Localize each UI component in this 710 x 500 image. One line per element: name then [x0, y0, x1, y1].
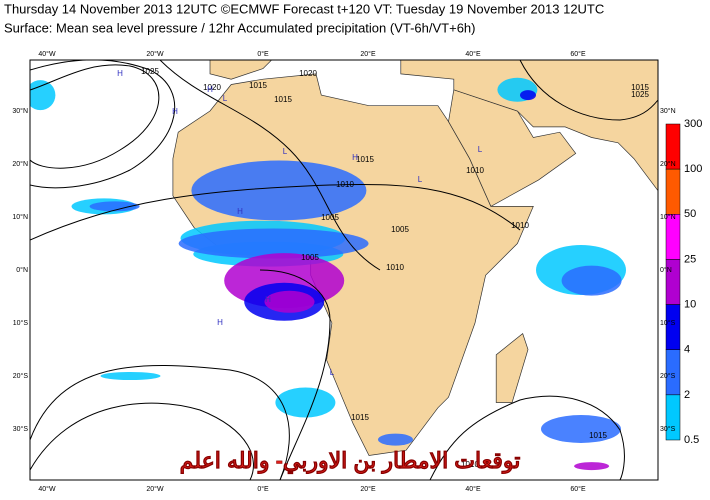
precip-area [264, 290, 315, 313]
isobar-label: 1015 [351, 413, 369, 422]
isobar-label: 1010 [511, 221, 529, 230]
pressure-centre: L [330, 368, 335, 377]
isobar-label: 1025 [631, 90, 649, 99]
isobar-label: 1015 [274, 95, 292, 104]
lon-label: 20°W [146, 485, 164, 493]
isobar-label: 1010 [386, 263, 404, 272]
lon-label: 20°E [360, 50, 376, 58]
pressure-centre: L [418, 175, 423, 184]
precip-area [378, 433, 413, 446]
lon-label: 40°E [465, 50, 481, 58]
colorbar-label: 4 [684, 344, 690, 356]
isobar-label: 1020 [203, 83, 221, 92]
lat-label: 10°N [12, 213, 28, 221]
pressure-centre: H [172, 107, 178, 116]
lon-label: 60°E [570, 485, 586, 493]
colorbar-segment [665, 394, 681, 441]
isobar-label: 1010 [461, 460, 479, 469]
lon-label: 40°W [38, 50, 56, 58]
pressure-centre: H [117, 69, 123, 78]
colorbar-label: 100 [684, 163, 702, 175]
isobar-label: 1005 [321, 213, 339, 222]
isobar-label: 1005 [301, 253, 319, 262]
pressure-centre: L [478, 145, 483, 154]
isobar-label: 1015 [589, 431, 607, 440]
pressure-centre: H [237, 207, 243, 216]
pressure-centre: H [207, 85, 213, 94]
pressure-centre: L [283, 147, 288, 156]
lat-label: 10°S [660, 319, 676, 327]
precip-area [520, 90, 536, 101]
precip-area [541, 415, 621, 443]
lon-label: 0°E [257, 50, 269, 58]
lon-label: 0°E [257, 485, 269, 493]
colorbar-segment [665, 304, 681, 350]
lat-label: 20°N [660, 160, 676, 168]
lon-label: 20°E [360, 485, 376, 493]
map-area: 1025 1020 1015 1020 1015 1010 1005 1005 1010 1015… [30, 60, 658, 480]
pressure-centre: H [265, 295, 271, 304]
landmass [209, 60, 273, 80]
colorbar-segment [665, 168, 681, 215]
isobar-label: 1015 [356, 155, 374, 164]
isobar-label: 1015 [249, 81, 267, 90]
precip-area [100, 372, 161, 380]
colorbar-label: 25 [684, 253, 696, 265]
lat-label: 30°S [13, 425, 29, 433]
title-line: Thursday 14 November 2013 12UTC ©ECMWF F… [4, 1, 604, 16]
lat-label: 20°S [660, 372, 676, 380]
watermark: توقعات الامطار بن الاوربي- والله اعلم [180, 448, 521, 474]
lat-label: 30°N [12, 107, 28, 115]
pressure-centre: H [217, 318, 223, 327]
lat-label: 0°N [16, 266, 28, 274]
precip-area [191, 160, 367, 221]
precipitation [30, 77, 626, 471]
isobar-label: 1025 [141, 67, 159, 76]
lat-label: 20°S [13, 372, 29, 380]
lon-label: 40°E [465, 485, 481, 493]
lon-label: 40°W [38, 485, 56, 493]
lat-label: 10°N [660, 213, 676, 221]
precip-area [561, 265, 622, 296]
pressure-centre: L [223, 94, 228, 103]
lat-label: 10°S [13, 319, 29, 327]
lat-label: 30°N [660, 107, 676, 115]
landmass [400, 60, 658, 192]
lon-label: 60°E [570, 50, 586, 58]
isobar-label: 1010 [466, 166, 484, 175]
pressure-centre: H [352, 153, 358, 162]
colorbar-label: 2 [684, 389, 690, 401]
precip-area [89, 201, 140, 212]
isobar-label: 1015 [631, 83, 649, 92]
lat-label: 30°S [660, 425, 676, 433]
colorbar-label: 10 [684, 298, 696, 310]
colorbar-label: 0.5 [684, 434, 699, 446]
map-frame [29, 59, 659, 481]
isobar-label: 1020 [299, 69, 317, 78]
precip-area [275, 387, 336, 418]
precip-area [574, 462, 610, 471]
isobar-label: 1010 [336, 180, 354, 189]
colorbar-label: 50 [684, 208, 696, 220]
isobars [30, 60, 658, 480]
lat-label: 0°N [660, 266, 672, 274]
precip-area [178, 228, 369, 259]
landmass [495, 333, 529, 403]
colorbar-segment [665, 214, 681, 260]
title-line: Surface: Mean sea level pressure / 12hr … [4, 20, 476, 35]
lat-label: 20°N [12, 160, 28, 168]
lon-label: 20°W [146, 50, 164, 58]
isobar-label: 1005 [391, 225, 409, 234]
colorbar: 300 100 50 25 10 4 2 0.5 [665, 118, 702, 446]
colorbar-label: 300 [684, 118, 702, 130]
